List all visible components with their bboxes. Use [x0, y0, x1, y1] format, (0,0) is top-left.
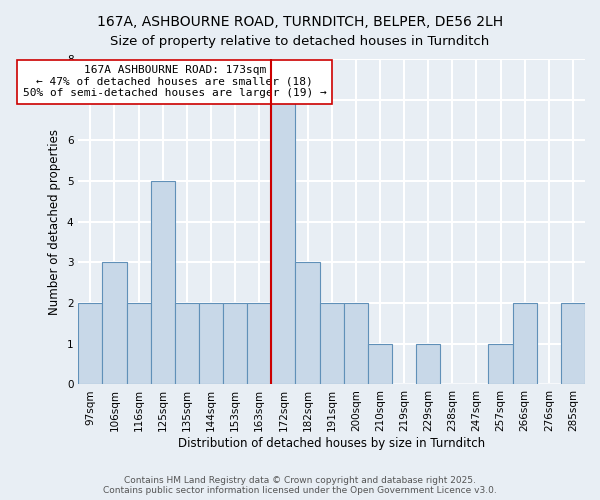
Text: Size of property relative to detached houses in Turnditch: Size of property relative to detached ho…: [110, 35, 490, 48]
Bar: [223, 303, 247, 384]
Text: 167A, ASHBOURNE ROAD, TURNDITCH, BELPER, DE56 2LH: 167A, ASHBOURNE ROAD, TURNDITCH, BELPER,…: [97, 15, 503, 29]
Bar: [199, 303, 223, 384]
X-axis label: Distribution of detached houses by size in Turnditch: Distribution of detached houses by size …: [178, 437, 485, 450]
Bar: [512, 303, 537, 384]
Y-axis label: Number of detached properties: Number of detached properties: [48, 128, 61, 314]
Bar: [79, 303, 103, 384]
Text: 167A ASHBOURNE ROAD: 173sqm
← 47% of detached houses are smaller (18)
50% of sem: 167A ASHBOURNE ROAD: 173sqm ← 47% of det…: [23, 65, 326, 98]
Bar: [344, 303, 368, 384]
Text: Contains HM Land Registry data © Crown copyright and database right 2025.
Contai: Contains HM Land Registry data © Crown c…: [103, 476, 497, 495]
Bar: [247, 303, 271, 384]
Bar: [151, 181, 175, 384]
Bar: [103, 262, 127, 384]
Bar: [488, 344, 512, 385]
Bar: [320, 303, 344, 384]
Bar: [416, 344, 440, 385]
Bar: [175, 303, 199, 384]
Bar: [271, 100, 295, 385]
Bar: [561, 303, 585, 384]
Bar: [295, 262, 320, 384]
Bar: [368, 344, 392, 385]
Bar: [127, 303, 151, 384]
